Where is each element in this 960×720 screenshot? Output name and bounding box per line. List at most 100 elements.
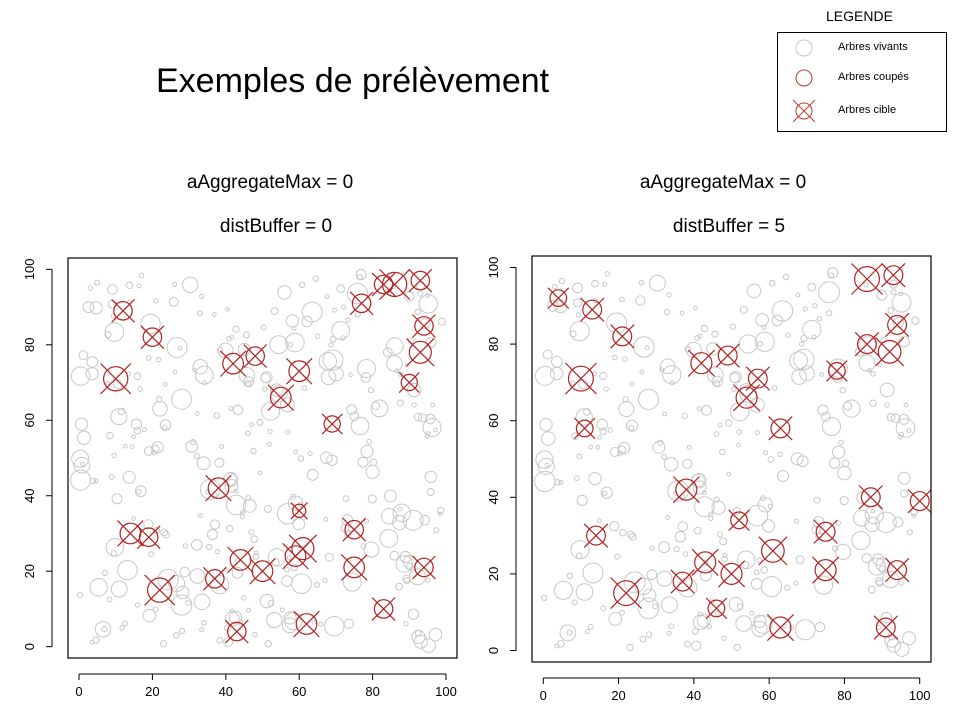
live-tree-point xyxy=(85,367,99,381)
target-tree-circle xyxy=(410,270,431,291)
live-tree-point xyxy=(596,418,608,431)
live-tree-point xyxy=(713,496,720,503)
target-tree-point xyxy=(858,485,883,510)
live-tree-point xyxy=(277,285,292,300)
target-tree-point xyxy=(412,555,436,580)
live-tree-point xyxy=(92,636,100,644)
target-tree-cross xyxy=(219,350,247,377)
x-tick-label: 100 xyxy=(909,688,931,703)
live-tree-point xyxy=(395,582,404,591)
live-tree-point xyxy=(716,531,723,538)
live-tree-point xyxy=(835,543,852,561)
live-tree-point xyxy=(413,412,423,422)
x-tick-label: 40 xyxy=(219,684,233,699)
live-tree-point xyxy=(106,596,113,603)
live-tree-point xyxy=(855,346,865,357)
live-tree-point xyxy=(129,444,135,450)
live-tree-point xyxy=(241,595,247,601)
live-tree-point xyxy=(817,404,829,416)
target-tree-circle xyxy=(877,339,902,364)
target-tree-point xyxy=(349,291,374,316)
target-tree-circle xyxy=(675,478,698,501)
live-tree-point xyxy=(266,612,283,629)
target-tree-cross xyxy=(205,474,232,502)
target-tree-circle xyxy=(251,560,274,583)
live-tree-point xyxy=(71,449,90,468)
target-tree-cross xyxy=(202,566,227,591)
live-tree-point xyxy=(202,380,208,386)
y-axis: 0 20 40 60 80 100 xyxy=(22,258,53,650)
live-tree-point xyxy=(700,324,709,333)
live-tree-point xyxy=(701,490,707,496)
target-tree-point xyxy=(768,416,793,441)
live-tree-point xyxy=(706,342,720,356)
live-tree-point xyxy=(414,308,421,315)
y-tick-label: 60 xyxy=(486,413,501,427)
live-tree-point xyxy=(196,456,211,471)
live-tree-point xyxy=(814,622,826,633)
live-tree-point xyxy=(405,562,414,571)
live-tree-point xyxy=(134,485,147,498)
live-tree-point xyxy=(892,516,904,528)
live-tree-point xyxy=(166,337,188,358)
live-tree-point xyxy=(122,620,129,627)
live-tree-point xyxy=(755,313,770,327)
live-tree-point xyxy=(867,557,886,576)
live-tree-point xyxy=(891,413,901,423)
target-tree-point xyxy=(285,357,313,385)
live-tree-point xyxy=(713,431,720,437)
live-tree-point xyxy=(104,331,112,339)
live-tree-point xyxy=(242,331,250,339)
x-tick-label: 60 xyxy=(762,688,776,703)
live-tree-point xyxy=(706,366,724,384)
live-tree-point xyxy=(414,629,422,637)
plot-frame xyxy=(531,255,932,663)
live-tree-point xyxy=(301,315,313,328)
live-tree-point xyxy=(825,310,833,317)
live-tree-point xyxy=(73,456,91,474)
live-tree-point xyxy=(239,513,245,520)
live-tree-point xyxy=(693,526,702,535)
target-tree-circle xyxy=(146,577,173,603)
live-tree-point xyxy=(301,301,323,323)
live-tree-point xyxy=(249,422,254,427)
live-tree-point xyxy=(886,413,896,422)
live-tree-point xyxy=(721,555,728,563)
live-tree-point xyxy=(608,612,623,626)
live-tree-point xyxy=(411,402,417,408)
live-tree-point xyxy=(89,578,108,597)
live-tree-point xyxy=(691,640,702,651)
target-tree-cross xyxy=(811,556,840,584)
live-tree-point xyxy=(151,441,164,454)
target-tree-cross xyxy=(758,536,788,566)
target-tree-point xyxy=(854,331,880,357)
target-tree-cross xyxy=(691,548,719,577)
live-tree-point xyxy=(652,440,666,454)
live-tree-point xyxy=(143,446,154,457)
target-tree-circle xyxy=(730,511,748,530)
x-axis: 0 20 40 60 80 100 xyxy=(75,673,457,699)
live-tree-point xyxy=(552,283,558,290)
live-tree-point xyxy=(626,530,635,539)
target-tree-cross xyxy=(766,613,795,642)
legend-symbol-target-circle xyxy=(795,102,813,120)
target-tree-cross xyxy=(285,357,313,385)
target-tree-point xyxy=(243,344,268,369)
live-tree-point xyxy=(307,450,313,456)
live-tree-point xyxy=(822,417,841,436)
target-tree-cross xyxy=(826,360,848,382)
live-tree-point xyxy=(588,444,594,450)
live-tree-point xyxy=(818,281,840,304)
live-tree-point xyxy=(225,494,247,516)
live-tree-point xyxy=(413,634,428,649)
live-tree-point xyxy=(250,447,257,455)
live-tree-point xyxy=(726,471,732,477)
live-tree-point xyxy=(245,430,251,437)
live-tree-point xyxy=(666,630,672,636)
live-tree-point xyxy=(618,401,635,418)
live-tree-point xyxy=(843,401,853,411)
live-tree-point xyxy=(571,599,578,606)
chart-main-title: Exemples de prélèvement xyxy=(156,62,550,100)
live-tree-point xyxy=(261,401,281,421)
target-tree-cross xyxy=(610,577,643,610)
